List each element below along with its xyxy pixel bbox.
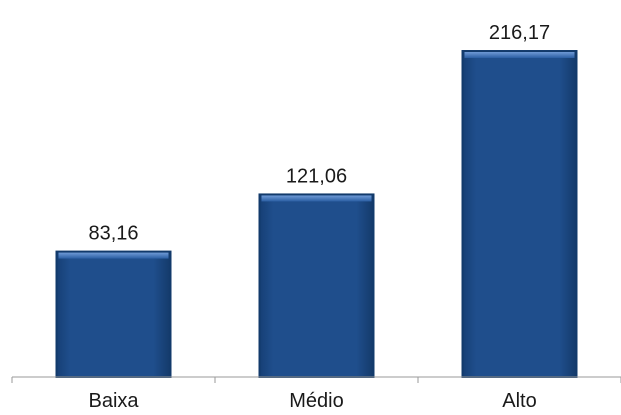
x-axis: Baixa Médio Alto: [11, 376, 621, 412]
data-label: 216,17: [489, 22, 550, 44]
x-tick-label: Baixa: [88, 390, 139, 412]
bar-médio: [258, 193, 375, 378]
bar: [461, 50, 578, 379]
data-label: 83,16: [88, 223, 138, 245]
bar: [258, 193, 375, 378]
bar: [55, 250, 172, 379]
bar-highlight: [58, 252, 169, 259]
value-labels-layer: 83,16 121,06 216,17: [88, 22, 550, 245]
bar-alto: [461, 50, 578, 379]
x-tick-label: Médio: [289, 390, 343, 412]
bars-layer: [55, 50, 578, 379]
x-tick-label: Alto: [502, 390, 536, 412]
bar-highlight: [261, 195, 372, 202]
bar-baixa: [55, 250, 172, 379]
data-label: 121,06: [286, 165, 347, 187]
bar-highlight: [464, 52, 575, 59]
